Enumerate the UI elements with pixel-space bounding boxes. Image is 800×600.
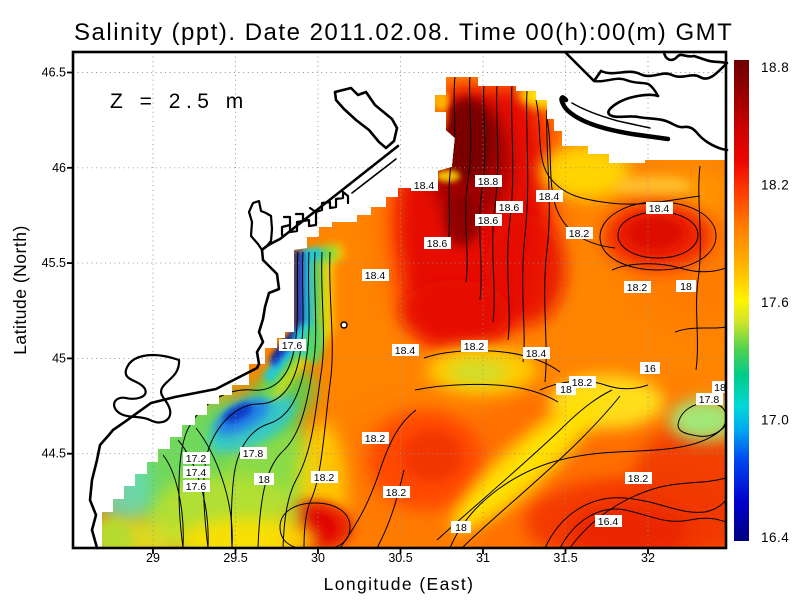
svg-text:18.2: 18.2 xyxy=(761,178,789,193)
svg-text:16.4: 16.4 xyxy=(761,530,789,545)
svg-text:45: 45 xyxy=(52,351,66,365)
svg-text:18.2: 18.2 xyxy=(572,377,593,389)
svg-text:17.8: 17.8 xyxy=(699,394,720,406)
svg-text:16.4: 16.4 xyxy=(598,516,619,528)
svg-text:29: 29 xyxy=(146,551,160,565)
svg-text:46: 46 xyxy=(52,161,66,175)
svg-text:16: 16 xyxy=(644,363,656,375)
svg-text:Salinity (ppt). Date 2011.02.0: Salinity (ppt). Date 2011.02.08. Time 00… xyxy=(74,19,733,46)
svg-text:18.8: 18.8 xyxy=(761,60,789,75)
svg-text:31: 31 xyxy=(476,551,490,565)
svg-text:18.2: 18.2 xyxy=(314,472,335,484)
svg-text:17.6: 17.6 xyxy=(186,481,207,493)
svg-text:18.4: 18.4 xyxy=(526,348,547,360)
svg-text:45.5: 45.5 xyxy=(42,256,66,270)
svg-text:44.5: 44.5 xyxy=(42,447,66,461)
svg-text:31.5: 31.5 xyxy=(553,551,577,565)
svg-text:18.4: 18.4 xyxy=(539,191,560,203)
svg-text:18.2: 18.2 xyxy=(464,341,485,353)
svg-text:17.6: 17.6 xyxy=(761,295,789,310)
svg-text:18.2: 18.2 xyxy=(365,433,386,445)
svg-text:17.6: 17.6 xyxy=(282,340,303,352)
svg-text:18: 18 xyxy=(258,474,270,486)
svg-text:18.6: 18.6 xyxy=(478,215,499,227)
svg-text:18: 18 xyxy=(714,382,726,394)
svg-text:18.8: 18.8 xyxy=(478,176,499,188)
svg-text:18.2: 18.2 xyxy=(569,228,590,240)
svg-text:17.2: 17.2 xyxy=(186,453,207,465)
svg-text:17.4: 17.4 xyxy=(186,467,207,479)
svg-text:18.2: 18.2 xyxy=(386,487,407,499)
svg-text:18.4: 18.4 xyxy=(395,345,416,357)
svg-text:18: 18 xyxy=(680,281,692,293)
svg-text:17.8: 17.8 xyxy=(243,448,264,460)
svg-text:18.6: 18.6 xyxy=(499,202,520,214)
svg-text:18.4: 18.4 xyxy=(649,203,670,215)
svg-text:32: 32 xyxy=(641,551,655,565)
svg-text:46.5: 46.5 xyxy=(42,66,66,80)
svg-text:18.6: 18.6 xyxy=(427,238,448,250)
svg-text:30: 30 xyxy=(311,551,325,565)
svg-text:18.4: 18.4 xyxy=(365,270,386,282)
svg-text:18: 18 xyxy=(455,522,467,534)
svg-text:17.0: 17.0 xyxy=(761,413,789,428)
svg-text:Latitude (North): Latitude (North) xyxy=(10,225,30,355)
svg-text:18.2: 18.2 xyxy=(628,473,649,485)
svg-text:18.4: 18.4 xyxy=(414,180,435,192)
svg-text:18: 18 xyxy=(560,384,572,396)
svg-text:29.5: 29.5 xyxy=(223,551,247,565)
svg-text:Longitude (East): Longitude (East) xyxy=(324,574,475,594)
svg-text:Z = 2.5 m: Z = 2.5 m xyxy=(110,90,249,113)
svg-text:18.2: 18.2 xyxy=(627,282,648,294)
svg-text:30.5: 30.5 xyxy=(388,551,412,565)
